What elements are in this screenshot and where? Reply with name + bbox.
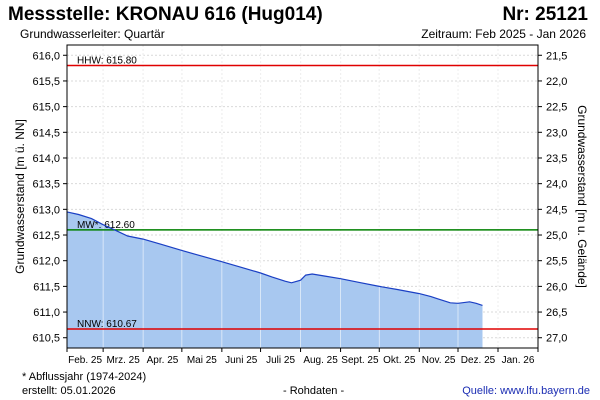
x-tick-label: Apr. 25: [147, 355, 179, 366]
x-tick-label: Mai 25: [187, 355, 217, 366]
y2-tick-label: 21,5: [546, 50, 567, 62]
x-tick-label: Dez. 25: [461, 355, 496, 366]
y-tick-label: 611,5: [33, 281, 60, 293]
y2-tick-label: 24,0: [546, 179, 567, 191]
plot-frame: [66, 44, 539, 349]
y-tick-label: 614,0: [32, 153, 60, 165]
mw-footnote: * Abflussjahr (1974-2024): [22, 371, 147, 383]
water-level-line: [66, 211, 483, 306]
station-number: Nr: 25121: [502, 4, 588, 25]
reference-line-label: MW*: 612.60: [77, 220, 135, 231]
reference-line-label: HHW: 615.80: [77, 56, 137, 67]
x-tick-label: Jan. 26: [502, 355, 535, 366]
y-tick-label: 615,5: [32, 76, 60, 88]
source-link[interactable]: Quelle: www.lfu.bayern.de: [462, 385, 590, 397]
y2-tick-label: 22,5: [546, 102, 567, 114]
y2-tick-label: 25,5: [546, 256, 567, 268]
y2-tick-label: 23,0: [546, 127, 567, 139]
y2-tick-label: 25,0: [546, 230, 567, 242]
y-tick-label: 613,0: [32, 204, 60, 216]
y2-axis-label: Grundwasserstand [m u. Gelände]: [575, 105, 589, 288]
y-tick-label: 612,5: [32, 230, 60, 242]
x-tick-label: Sept. 25: [341, 355, 379, 366]
x-tick-label: Aug. 25: [303, 355, 338, 366]
y2-tick-label: 23,5: [546, 153, 567, 165]
y-tick-label: 613,5: [32, 179, 60, 191]
x-tick-label: Juli 25: [266, 355, 295, 366]
y2-tick-label: 27,0: [546, 333, 567, 345]
x-tick-label: Okt. 25: [383, 355, 416, 366]
x-tick-label: Feb. 25: [68, 355, 102, 366]
y-tick-label: 616,0: [32, 50, 60, 62]
y-tick-label: 614,5: [32, 127, 60, 139]
reference-lines: HHW: 615.80 MW*: 612.60 NNW: 610.67: [67, 45, 538, 348]
station-title: Messstelle: KRONAU 616 (Hug014): [8, 4, 323, 25]
y2-tick-label: 26,0: [546, 281, 567, 293]
y-tick-label: 612,0: [32, 256, 60, 268]
y2-tick-label: 22,0: [546, 76, 567, 88]
y-tick-label: 615,0: [32, 102, 60, 114]
aquifer-subtitle: Grundwasserleiter: Quartär: [20, 27, 165, 41]
y2-tick-label: 26,5: [546, 307, 567, 319]
created-date: erstellt: 05.01.2026: [22, 385, 116, 397]
reference-line-label: NNW: 610.67: [77, 319, 137, 330]
y-tick-label: 611,0: [33, 307, 60, 319]
y-tick-label: 610,5: [32, 333, 60, 345]
y2-tick-label: 24,5: [546, 204, 567, 216]
x-tick-label: Juni 25: [225, 355, 258, 366]
period-label: Zeitraum: Feb 2025 - Jan 2026: [421, 27, 586, 41]
x-tick-label: Nov. 25: [422, 355, 456, 366]
y-axis-label: Grundwasserstand [m ü. NN]: [13, 119, 27, 274]
x-tick-label: Mrz. 25: [106, 355, 140, 366]
water-level-area: [67, 211, 483, 348]
axis-ticks: 610,5 27,0 611,0 26,5 611,5 26,0 612,0 25,5 612,…: [32, 50, 567, 366]
rawdata-label: - Rohdaten -: [283, 385, 345, 397]
